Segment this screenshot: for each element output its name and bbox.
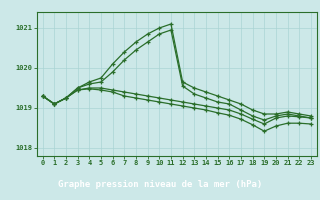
Text: Graphe pression niveau de la mer (hPa): Graphe pression niveau de la mer (hPa) xyxy=(58,180,262,189)
